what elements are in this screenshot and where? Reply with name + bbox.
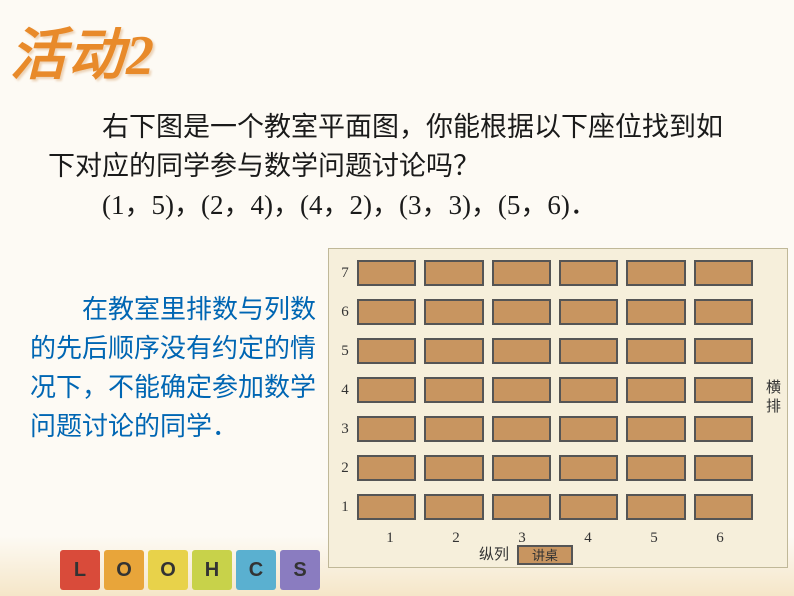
desk-row [357, 253, 753, 292]
desk [492, 377, 551, 403]
desk [626, 494, 685, 520]
row-label: 4 [337, 382, 353, 399]
desk [559, 455, 618, 481]
desk [559, 260, 618, 286]
desk [694, 416, 753, 442]
desk [357, 494, 416, 520]
col-label: 1 [357, 530, 423, 547]
desk [424, 416, 483, 442]
desk [424, 455, 483, 481]
desk [626, 416, 685, 442]
desk [424, 260, 483, 286]
desk-row [357, 370, 753, 409]
desk [424, 494, 483, 520]
desk-row [357, 448, 753, 487]
desk [357, 377, 416, 403]
desk [694, 494, 753, 520]
deco-letter-5: C [236, 559, 276, 582]
desk [694, 338, 753, 364]
desk [559, 338, 618, 364]
desk [357, 260, 416, 286]
desk [694, 299, 753, 325]
desk [626, 338, 685, 364]
desk-row [357, 292, 753, 331]
body-line1: 右下图是一个教室平面图，你能根据以下座位找到如下对应的同学参与数学问题讨论吗？ [48, 108, 746, 186]
desk [694, 377, 753, 403]
desk [492, 260, 551, 286]
desk [694, 455, 753, 481]
classroom-diagram: 1234567 123456 横排 纵列 讲桌 [328, 248, 788, 568]
desk [626, 260, 685, 286]
desk [492, 455, 551, 481]
row-label: 3 [337, 421, 353, 438]
desk-row [357, 331, 753, 370]
desk [424, 338, 483, 364]
desk [559, 416, 618, 442]
desk [357, 416, 416, 442]
podium: 讲桌 [517, 545, 573, 565]
desk [357, 338, 416, 364]
desk [559, 377, 618, 403]
desk [492, 338, 551, 364]
row-label: 5 [337, 343, 353, 360]
row-label: 1 [337, 499, 353, 516]
desk [492, 299, 551, 325]
desk [694, 260, 753, 286]
desk [559, 494, 618, 520]
axis-x-label: 纵列 [479, 543, 509, 564]
desk [492, 494, 551, 520]
deco-letter-6: S [280, 559, 320, 582]
note-text: 在教室里排数与列数的先后顺序没有约定的情况下，不能确定参加数学问题讨论的同学． [30, 290, 318, 446]
row-label: 6 [337, 304, 353, 321]
col-label: 6 [687, 530, 753, 547]
desk [424, 299, 483, 325]
desk [559, 299, 618, 325]
deco-letter-4: H [192, 559, 232, 582]
desk [357, 455, 416, 481]
deco-letter-2: O [104, 559, 144, 582]
desk-row [357, 409, 753, 448]
body-coords: (1，5)，(2，4)，(4，2)，(3，3)，(5，6)． [48, 186, 746, 225]
row-label: 7 [337, 265, 353, 282]
row-label: 2 [337, 460, 353, 477]
col-label: 5 [621, 530, 687, 547]
axis-y-label: 横排 [762, 379, 783, 417]
desk [424, 377, 483, 403]
deco-letter-3: O [148, 559, 188, 582]
desk-grid [357, 253, 753, 526]
deco-letter-1: L [60, 559, 100, 582]
body-text: 右下图是一个教室平面图，你能根据以下座位找到如下对应的同学参与数学问题讨论吗？ … [48, 108, 746, 225]
desk [626, 455, 685, 481]
desk [626, 377, 685, 403]
desk [357, 299, 416, 325]
desk [626, 299, 685, 325]
slide-title: 活动2 [10, 10, 156, 91]
desk [492, 416, 551, 442]
desk-row [357, 487, 753, 526]
